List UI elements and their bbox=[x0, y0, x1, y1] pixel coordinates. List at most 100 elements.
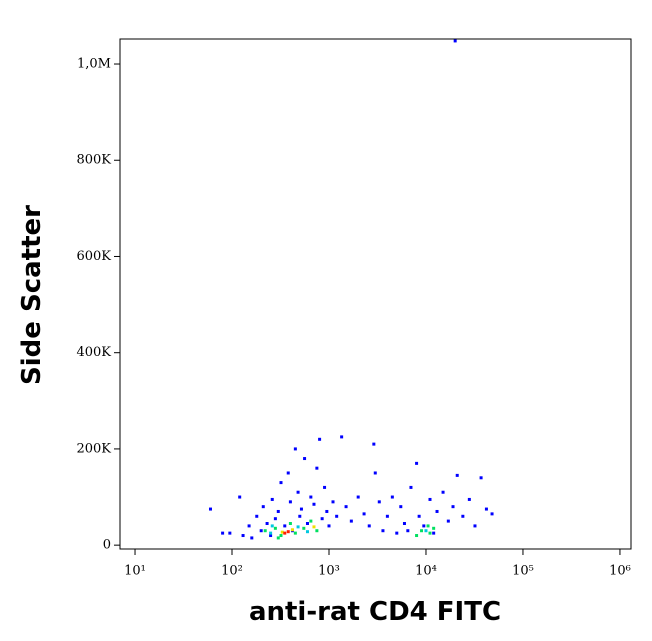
point bbox=[323, 485, 327, 489]
point bbox=[279, 481, 283, 485]
point bbox=[298, 514, 302, 518]
point bbox=[293, 531, 297, 535]
point bbox=[247, 524, 251, 528]
point bbox=[367, 524, 371, 528]
point bbox=[453, 39, 457, 43]
point bbox=[290, 528, 294, 532]
point bbox=[327, 524, 331, 528]
y-tick-label: 600K bbox=[76, 249, 111, 264]
point bbox=[362, 512, 366, 516]
point bbox=[428, 497, 432, 501]
point bbox=[261, 505, 265, 509]
point bbox=[273, 517, 277, 521]
point bbox=[286, 530, 290, 534]
point bbox=[270, 524, 274, 528]
point bbox=[283, 531, 287, 535]
point bbox=[228, 531, 232, 535]
y-tick-label: 0 bbox=[103, 538, 111, 553]
x-tick-label: 10² bbox=[221, 564, 243, 579]
point bbox=[255, 514, 259, 518]
x-axis-title: anti-rat CD4 FITC bbox=[249, 597, 501, 627]
point bbox=[373, 471, 377, 475]
point bbox=[318, 437, 322, 441]
point bbox=[238, 495, 242, 499]
point bbox=[426, 524, 430, 528]
point bbox=[280, 530, 284, 534]
x-tick-label: 10¹ bbox=[124, 564, 146, 579]
plot-frame bbox=[119, 38, 632, 550]
point bbox=[309, 519, 313, 523]
y-tick-label: 800K bbox=[76, 153, 111, 168]
x-tick-label: 10³ bbox=[318, 564, 340, 579]
point bbox=[422, 524, 426, 528]
point bbox=[320, 517, 324, 521]
point bbox=[276, 536, 280, 540]
point bbox=[265, 522, 269, 525]
point bbox=[302, 526, 306, 530]
point bbox=[441, 490, 445, 494]
point bbox=[305, 530, 309, 534]
point bbox=[315, 529, 319, 533]
point bbox=[435, 509, 439, 513]
point bbox=[283, 524, 287, 528]
point bbox=[303, 457, 307, 461]
point bbox=[286, 471, 290, 475]
point bbox=[288, 522, 292, 525]
point bbox=[356, 495, 360, 499]
point bbox=[377, 500, 381, 504]
point bbox=[428, 531, 432, 535]
point bbox=[315, 466, 319, 470]
point bbox=[490, 512, 494, 516]
point bbox=[479, 476, 483, 480]
point bbox=[372, 442, 376, 446]
point bbox=[344, 505, 348, 509]
x-tick-label: 10⁴ bbox=[415, 564, 437, 579]
point bbox=[312, 525, 316, 529]
point bbox=[335, 514, 339, 518]
point bbox=[399, 505, 403, 509]
point bbox=[415, 461, 419, 465]
point bbox=[276, 509, 280, 513]
point bbox=[208, 507, 212, 511]
point bbox=[221, 531, 225, 535]
x-tick-label: 10⁵ bbox=[512, 564, 534, 579]
y-axis-title: Side Scatter bbox=[17, 205, 47, 385]
point bbox=[415, 534, 419, 538]
point bbox=[424, 529, 428, 533]
point bbox=[381, 529, 385, 533]
point bbox=[402, 522, 406, 525]
point bbox=[269, 534, 273, 538]
point bbox=[305, 522, 309, 525]
x-tick-label: 10⁶ bbox=[609, 564, 631, 579]
point bbox=[288, 500, 292, 504]
point bbox=[259, 529, 263, 533]
point bbox=[269, 531, 273, 535]
point bbox=[432, 531, 436, 535]
point bbox=[340, 435, 344, 439]
point bbox=[263, 529, 267, 533]
point bbox=[312, 502, 316, 506]
point bbox=[420, 529, 424, 533]
point bbox=[299, 507, 303, 511]
y-tick-label: 200K bbox=[76, 441, 111, 456]
point bbox=[409, 485, 413, 489]
y-tick-label: 1,0M bbox=[77, 57, 111, 72]
point bbox=[309, 495, 313, 499]
point bbox=[395, 531, 399, 535]
point bbox=[241, 534, 245, 538]
y-tick-label: 400K bbox=[76, 345, 111, 360]
point bbox=[473, 524, 477, 528]
point bbox=[467, 497, 471, 501]
point bbox=[325, 509, 329, 513]
point bbox=[417, 514, 421, 518]
point bbox=[331, 500, 335, 504]
point bbox=[349, 519, 353, 523]
point bbox=[461, 514, 465, 518]
point bbox=[273, 526, 277, 530]
point bbox=[406, 529, 410, 533]
point bbox=[451, 505, 455, 509]
point bbox=[293, 447, 297, 451]
point bbox=[279, 534, 283, 538]
point bbox=[390, 495, 394, 499]
point bbox=[250, 536, 254, 540]
